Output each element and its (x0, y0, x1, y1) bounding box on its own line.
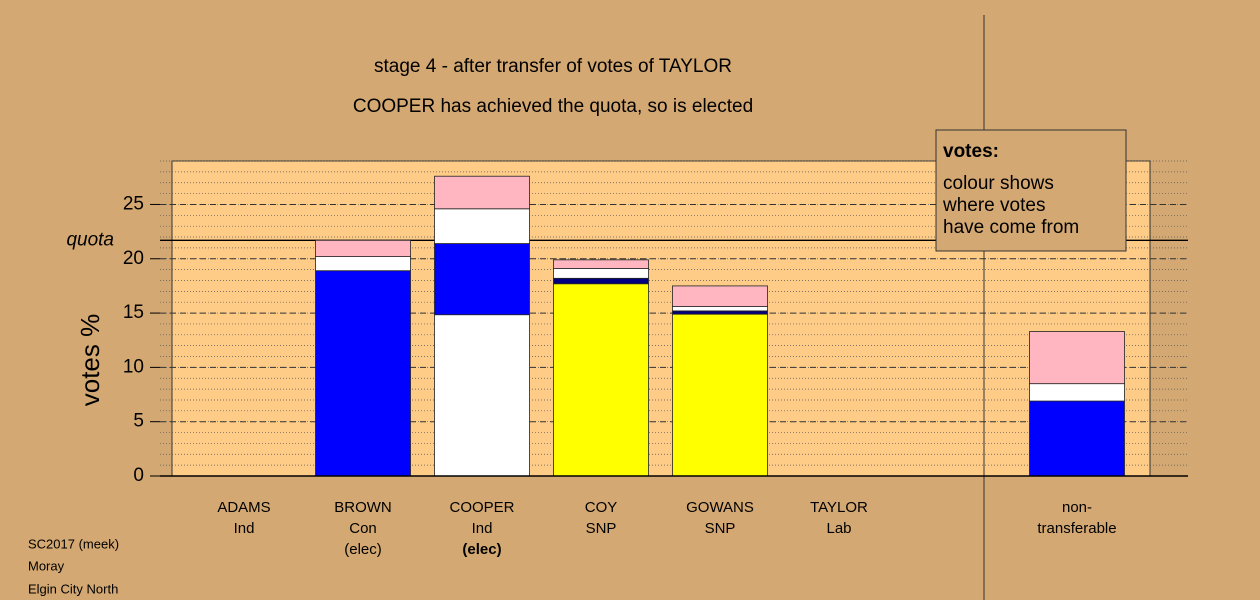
legend-text: colour shows (943, 173, 1054, 194)
x-tick-label: Ind (234, 520, 255, 537)
x-tick-label: SNP (586, 520, 617, 537)
x-tick-label: Ind (472, 520, 493, 537)
footer: Elgin City North (28, 581, 118, 596)
x-tick-label: SNP (705, 520, 736, 537)
bar-segment (434, 314, 530, 477)
chart-title: stage 4 - after transfer of votes of TAY… (374, 56, 732, 77)
bar-segment (434, 243, 530, 316)
bar-segment (434, 175, 530, 210)
legend-title: votes: (943, 141, 999, 162)
bar-segment (553, 268, 649, 279)
bar-segment (315, 239, 411, 257)
bars (315, 175, 1125, 477)
x-tick-label: Lab (826, 520, 851, 537)
bar-segment (553, 283, 649, 477)
legend-box (935, 129, 1127, 252)
bar-segment (553, 259, 649, 269)
bar-segment (315, 270, 411, 477)
bar-segment (672, 306, 768, 312)
footer: Moray (28, 558, 65, 573)
x-tick-label: ADAMS (217, 499, 270, 516)
x-tick-label: non- (1062, 499, 1092, 516)
y-axis-label: votes % (75, 314, 105, 407)
footer: SC2017 (meek) (28, 536, 119, 551)
x-tick-label: (elec) (462, 541, 501, 558)
bar-segment (553, 277, 649, 285)
legend-text: have come from (943, 217, 1079, 238)
x-tick-label: COY (585, 499, 618, 516)
x-tick-label: Con (349, 520, 377, 537)
chart-subtitle: COOPER has achieved the quota, so is ele… (353, 96, 753, 117)
bar-segment (434, 208, 530, 244)
x-tick-label: transferable (1037, 520, 1116, 537)
legend: votes: colour shows where votes have com… (935, 129, 1127, 252)
quota-label: quota (66, 229, 114, 250)
y-tick-label: 0 (133, 465, 144, 486)
x-tick-label: GOWANS (686, 499, 754, 516)
bar-segment (672, 313, 768, 477)
bar-segment (672, 310, 768, 315)
y-tick-label: 5 (133, 411, 144, 432)
x-tick-label: TAYLOR (810, 499, 868, 516)
bar-segment (1029, 331, 1125, 385)
x-tick-label: BROWN (334, 499, 392, 516)
y-tick-label: 25 (123, 193, 144, 214)
legend-text: where votes (942, 195, 1045, 216)
x-tick-label: (elec) (344, 541, 382, 558)
x-tick-label: COOPER (449, 499, 514, 516)
y-tick-label: 20 (123, 248, 144, 269)
bar-segment (1029, 383, 1125, 402)
y-tick-label: 10 (123, 356, 144, 377)
bar-segment (315, 256, 411, 272)
bar-segment (1029, 400, 1125, 477)
y-tick-label: 15 (123, 302, 144, 323)
bar-segment (672, 285, 768, 307)
